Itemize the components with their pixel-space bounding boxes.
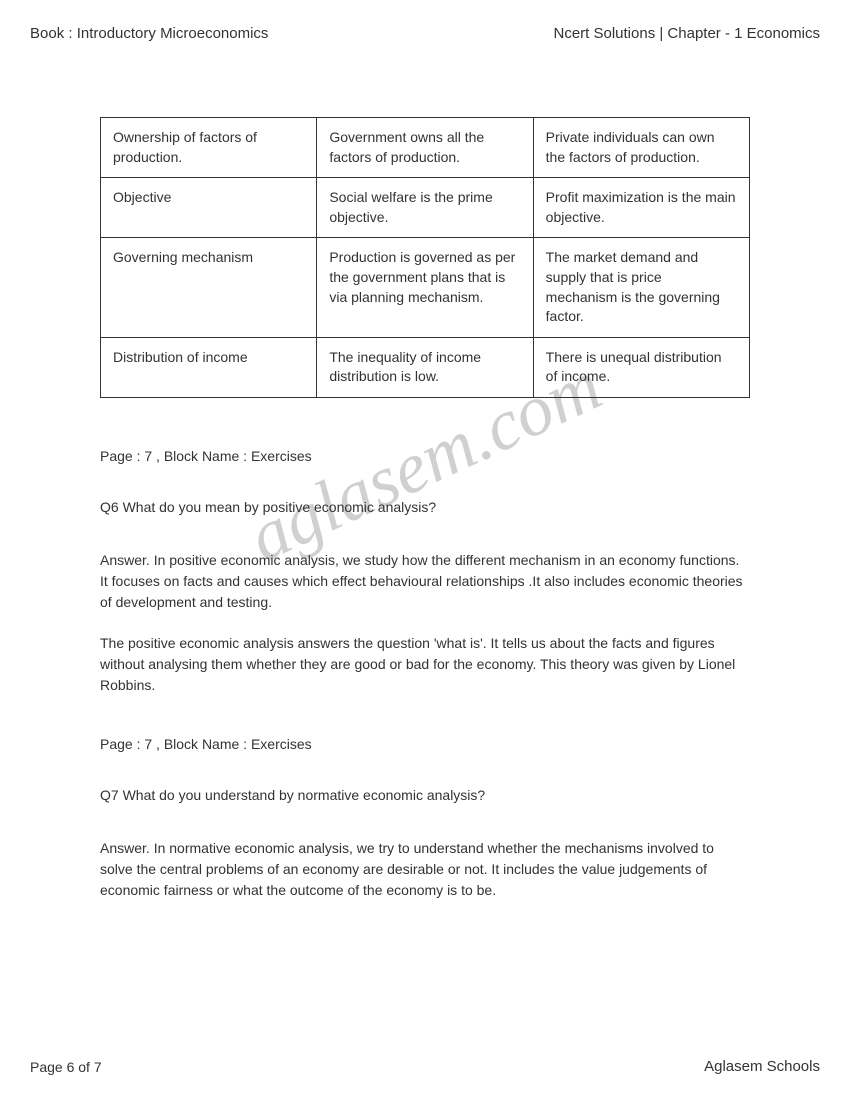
comparison-table: Ownership of factors of production.Gover…: [100, 117, 750, 398]
answer-paragraph: Answer. In normative economic analysis, …: [100, 838, 750, 901]
table-row: Ownership of factors of production.Gover…: [101, 118, 750, 178]
table-cell: Production is governed as per the govern…: [317, 238, 533, 337]
question-text: Q6 What do you mean by positive economic…: [100, 499, 750, 515]
table-cell: Social welfare is the prime objective.: [317, 178, 533, 238]
answer-paragraph: Answer. In positive economic analysis, w…: [100, 550, 750, 613]
page-header: Book : Introductory Microeconomics Ncert…: [30, 25, 820, 42]
table-cell: Profit maximization is the main objectiv…: [533, 178, 749, 238]
header-chapter-title: Ncert Solutions | Chapter - 1 Economics: [553, 25, 820, 42]
table-row: Governing mechanismProduction is governe…: [101, 238, 750, 337]
table-cell: Government owns all the factors of produ…: [317, 118, 533, 178]
footer-brand: Aglasem Schools: [704, 1058, 820, 1075]
table-cell: The inequality of income distribution is…: [317, 337, 533, 397]
table-row: Distribution of incomeThe inequality of …: [101, 337, 750, 397]
table-cell: Private individuals can own the factors …: [533, 118, 749, 178]
main-content: Ownership of factors of production.Gover…: [30, 117, 820, 901]
header-book-title: Book : Introductory Microeconomics: [30, 25, 268, 42]
block-name-label: Page : 7 , Block Name : Exercises: [100, 448, 750, 464]
footer-page-number: Page 6 of 7: [30, 1059, 102, 1075]
table-cell: There is unequal distribution of income.: [533, 337, 749, 397]
page-footer: Page 6 of 7 Aglasem Schools: [30, 1058, 820, 1075]
table-cell: Governing mechanism: [101, 238, 317, 337]
question-text: Q7 What do you understand by normative e…: [100, 787, 750, 803]
answer-block: Answer. In positive economic analysis, w…: [100, 550, 750, 696]
table-cell: Ownership of factors of production.: [101, 118, 317, 178]
answer-block: Answer. In normative economic analysis, …: [100, 838, 750, 901]
table-cell: Distribution of income: [101, 337, 317, 397]
answer-paragraph: The positive economic analysis answers t…: [100, 633, 750, 696]
block-name-label: Page : 7 , Block Name : Exercises: [100, 736, 750, 752]
table-row: ObjectiveSocial welfare is the prime obj…: [101, 178, 750, 238]
table-cell: Objective: [101, 178, 317, 238]
table-cell: The market demand and supply that is pri…: [533, 238, 749, 337]
